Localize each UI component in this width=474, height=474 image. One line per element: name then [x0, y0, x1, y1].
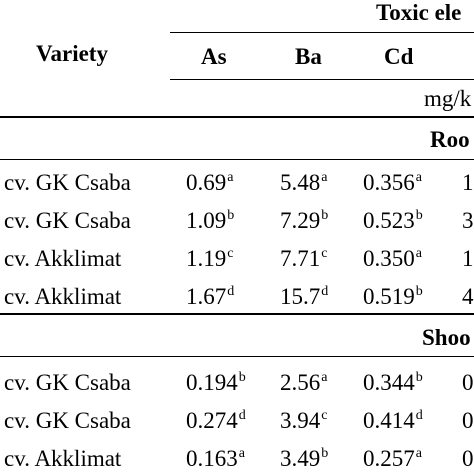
significance-letter: d: [227, 284, 235, 299]
significance-letter: a: [415, 246, 422, 261]
unit-rule: [170, 79, 474, 80]
significance-letter: a: [238, 446, 245, 461]
significance-letter: b: [415, 208, 423, 223]
significance-letter: a: [321, 170, 328, 185]
as-cell: 1.09b: [186, 208, 235, 233]
next-col-cell: 0: [462, 408, 474, 433]
next-col-cell: 4: [462, 284, 474, 309]
as-cell: 0.69a: [186, 170, 234, 195]
significance-letter: a: [227, 170, 234, 185]
section-rule-shoots: [0, 356, 474, 357]
next-col-cell: 0: [462, 446, 474, 471]
significance-letter: a: [415, 446, 422, 461]
variety-cell: cv. GK Csaba: [4, 208, 131, 233]
significance-letter: d: [415, 408, 423, 423]
variety-cell: cv. Akklimat: [4, 446, 122, 471]
significance-letter: b: [321, 446, 329, 461]
variety-cell: cv. Akklimat: [4, 246, 122, 271]
significance-letter: b: [238, 370, 246, 385]
as-cell: 1.19c: [186, 246, 234, 271]
next-col-cell: 3: [462, 208, 474, 233]
ba-cell: 2.56a: [280, 370, 328, 395]
significance-letter: b: [415, 370, 423, 385]
variety-cell: cv. GK Csaba: [4, 370, 131, 395]
cd-cell: 0.344b: [363, 370, 423, 395]
col-header-as: As: [201, 44, 227, 69]
significance-letter: c: [227, 246, 234, 261]
cd-cell: 0.257a: [363, 446, 422, 471]
ba-cell: 7.29b: [280, 208, 329, 233]
ba-cell: 7.71c: [280, 246, 328, 271]
col-header-ba: Ba: [295, 44, 322, 69]
cd-cell: 0.356a: [363, 170, 422, 195]
as-cell: 0.274d: [186, 408, 246, 433]
cd-cell: 0.350a: [363, 246, 422, 271]
variety-cell: cv. GK Csaba: [4, 170, 131, 195]
significance-letter: d: [238, 408, 246, 423]
ba-cell: 3.94c: [280, 408, 328, 433]
significance-letter: b: [227, 208, 235, 223]
as-cell: 0.194b: [186, 370, 246, 395]
significance-letter: a: [321, 370, 328, 385]
group-header: Toxic ele: [376, 0, 462, 25]
variety-cell: cv. GK Csaba: [4, 408, 131, 433]
cd-cell: 0.414d: [363, 408, 423, 433]
next-col-cell: 1: [462, 246, 474, 271]
as-cell: 1.67d: [186, 284, 235, 309]
ba-cell: 3.49b: [280, 446, 329, 471]
col-header-cd: Cd: [384, 44, 414, 69]
significance-letter: b: [321, 208, 329, 223]
section-rule-roots: [0, 159, 474, 160]
significance-letter: c: [321, 246, 328, 261]
group-rule: [170, 32, 474, 33]
ba-cell: 15.7d: [280, 284, 329, 309]
next-col-cell: 1: [462, 170, 474, 195]
cd-cell: 0.523b: [363, 208, 423, 233]
significance-letter: d: [321, 284, 329, 299]
variety-cell: cv. Akklimat: [4, 284, 122, 309]
section-label-roots: Roo: [430, 127, 470, 152]
significance-letter: c: [321, 408, 328, 423]
unit-label: mg/k: [424, 86, 472, 111]
cd-cell: 0.519b: [363, 284, 423, 309]
header-bottom-rule: [0, 116, 474, 118]
section-divider: [0, 313, 474, 315]
ba-cell: 5.48a: [280, 170, 328, 195]
significance-letter: b: [415, 284, 423, 299]
section-label-shoots: Shoo: [422, 325, 471, 350]
variety-header: Variety: [36, 41, 108, 66]
significance-letter: a: [415, 170, 422, 185]
as-cell: 0.163a: [186, 446, 245, 471]
next-col-cell: 0: [462, 370, 474, 395]
